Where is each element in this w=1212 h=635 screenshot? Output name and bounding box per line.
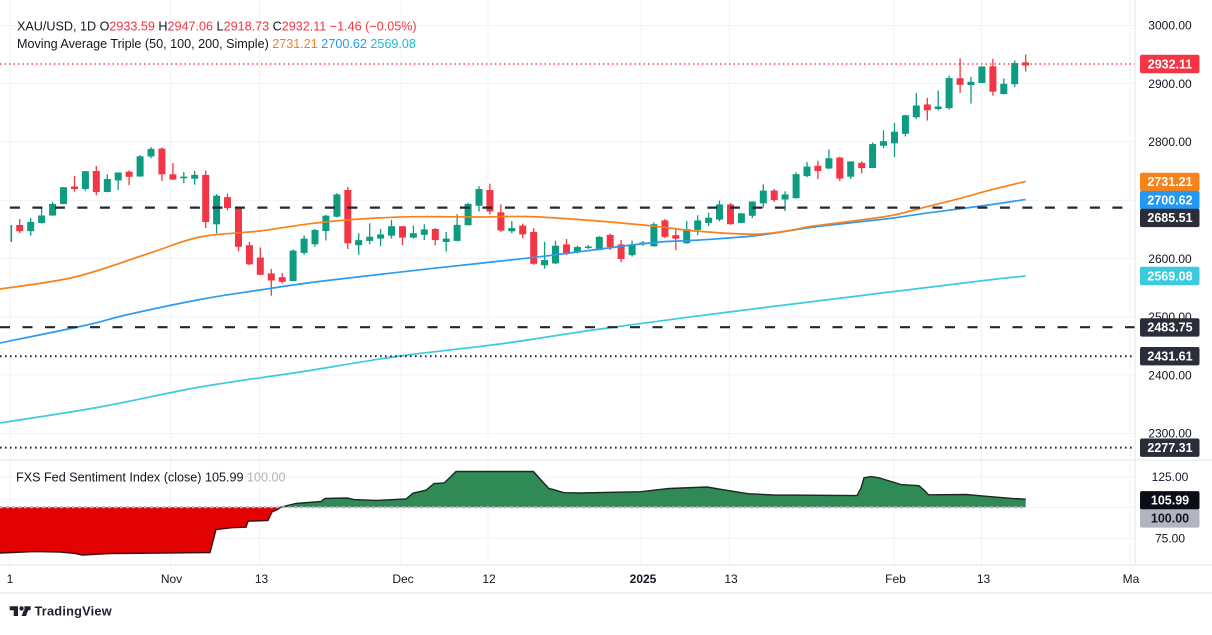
svg-text:2600.00: 2600.00 — [1148, 252, 1192, 266]
svg-text:1: 1 — [7, 572, 14, 586]
svg-text:75.00: 75.00 — [1155, 532, 1185, 546]
svg-text:Dec: Dec — [392, 572, 413, 586]
svg-text:2025: 2025 — [630, 572, 657, 586]
svg-text:2900.00: 2900.00 — [1148, 77, 1192, 91]
svg-text:3000.00: 3000.00 — [1148, 19, 1192, 33]
svg-text:2569.08: 2569.08 — [1147, 269, 1192, 283]
svg-text:105.99: 105.99 — [1151, 494, 1189, 508]
svg-text:2685.51: 2685.51 — [1147, 211, 1192, 225]
svg-text:2483.75: 2483.75 — [1147, 321, 1192, 335]
svg-text:2277.31: 2277.31 — [1147, 441, 1192, 455]
svg-text:XAU/USD, 1D O2933.59 H2947.06: XAU/USD, 1D O2933.59 H2947.06 L2918.73 C… — [17, 20, 417, 34]
svg-text:13: 13 — [724, 572, 738, 586]
svg-text:100.00: 100.00 — [1151, 512, 1189, 526]
svg-text:2800.00: 2800.00 — [1148, 135, 1192, 149]
svg-text:13: 13 — [255, 572, 269, 586]
svg-text:12: 12 — [482, 572, 496, 586]
svg-text:2700.62: 2700.62 — [1147, 193, 1192, 207]
svg-text:2400.00: 2400.00 — [1148, 368, 1192, 382]
svg-text:2731.21: 2731.21 — [1147, 175, 1192, 189]
svg-text:FXS Fed Sentiment Index (close: FXS Fed Sentiment Index (close) 105.99 1… — [16, 471, 286, 485]
svg-text:TradingView: TradingView — [35, 604, 112, 619]
svg-text:2932.11: 2932.11 — [1148, 57, 1193, 71]
svg-text:Nov: Nov — [161, 572, 182, 586]
svg-text:Feb: Feb — [885, 572, 906, 586]
svg-text:Moving Average Triple (50, 100: Moving Average Triple (50, 100, 200, Sim… — [17, 37, 416, 51]
svg-text:Ma: Ma — [1123, 572, 1140, 586]
svg-text:2431.61: 2431.61 — [1147, 350, 1192, 364]
svg-text:13: 13 — [977, 572, 991, 586]
svg-text:125.00: 125.00 — [1152, 470, 1189, 484]
